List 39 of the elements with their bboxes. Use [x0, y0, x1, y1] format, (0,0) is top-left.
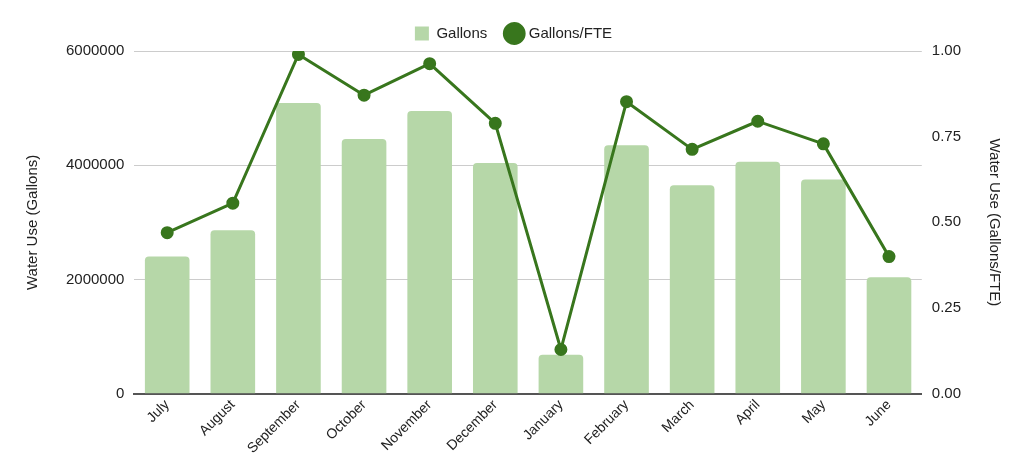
y2-tick-label: 1.00: [931, 41, 962, 59]
y-tick-label: 6000000: [65, 41, 125, 59]
bar: [276, 102, 321, 394]
y2-tick-label: 0.50: [931, 212, 962, 230]
bar: [604, 145, 649, 394]
bar: [735, 161, 781, 394]
point: [685, 142, 699, 156]
point: [291, 51, 305, 61]
bar: [472, 162, 518, 394]
point: [816, 137, 830, 151]
point: [226, 196, 240, 210]
legend-label: Gallons: [436, 23, 488, 41]
y-axis-title: Water Use (Gallons): [23, 154, 41, 290]
y2-tick-label: 0.25: [931, 298, 962, 316]
bar: [210, 230, 256, 394]
y2-axis-title: Water Use (Gallons/FTE): [986, 138, 1004, 307]
point: [423, 57, 437, 71]
point: [488, 116, 502, 130]
x-tick-label: July: [143, 396, 173, 426]
bar: [866, 277, 912, 394]
x-tick-label: May: [798, 396, 829, 427]
point: [751, 114, 765, 128]
bar: [341, 138, 387, 394]
point: [357, 88, 371, 102]
bar: [144, 256, 190, 394]
point: [554, 342, 568, 356]
point: [160, 226, 174, 240]
y-tick-label: 0: [116, 383, 125, 401]
legend-label: Gallons/FTE: [528, 23, 613, 41]
point: [882, 250, 896, 264]
y2-tick-label: 0.75: [931, 126, 962, 144]
y2-tick-label: 0.00: [931, 383, 962, 401]
bar: [538, 354, 584, 394]
bar: [407, 110, 452, 394]
bar: [669, 185, 715, 394]
point: [620, 95, 634, 109]
bar: [801, 179, 846, 394]
y-tick-label: 2000000: [65, 269, 125, 287]
y-tick-label: 4000000: [65, 155, 125, 173]
